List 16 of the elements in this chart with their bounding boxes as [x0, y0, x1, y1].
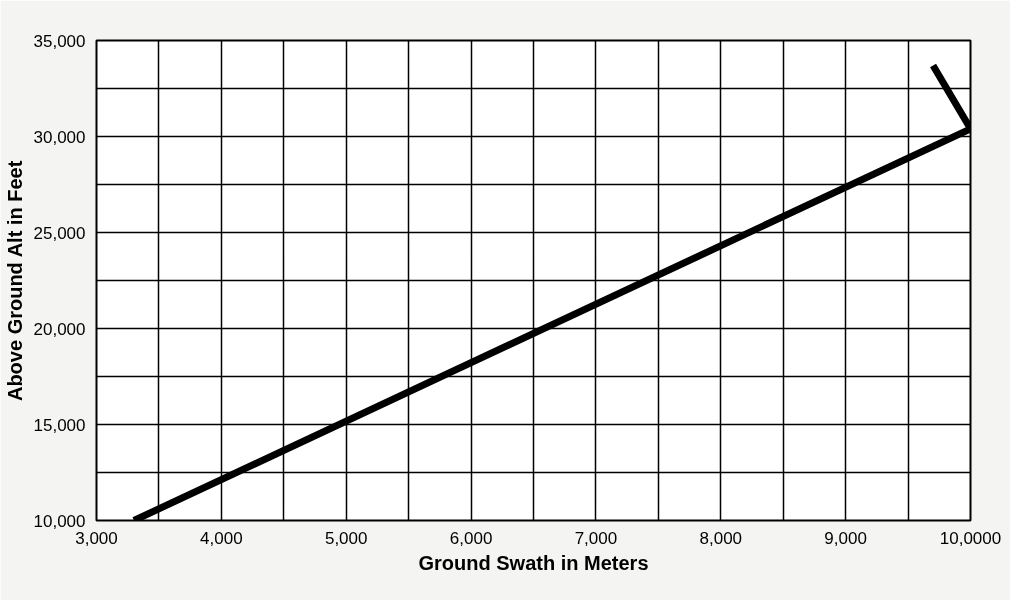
x-tick-label: 9,000 [824, 528, 867, 548]
x-axis-title: Ground Swath in Meters [418, 551, 649, 574]
y-tick-label: 35,000 [33, 31, 86, 51]
x-tick-label: 4,000 [200, 528, 243, 548]
x-tick-label: 10,0000 [939, 528, 1002, 548]
y-tick-label: 20,000 [33, 319, 86, 339]
y-tick-label: 10,000 [33, 511, 86, 531]
x-tick-label: 8,000 [699, 528, 743, 548]
y-tick-label: 25,000 [33, 223, 86, 243]
y-tick-label: 30,000 [33, 127, 86, 147]
x-tick-label: 7,000 [574, 528, 618, 548]
y-tick-label: 15,000 [33, 415, 86, 435]
x-tick-label: 3,000 [75, 528, 118, 548]
x-tick-label: 6,000 [449, 528, 493, 548]
y-axis-title: Above Ground Alt in Feet [3, 160, 26, 402]
x-tick-label: 5,000 [324, 528, 368, 548]
